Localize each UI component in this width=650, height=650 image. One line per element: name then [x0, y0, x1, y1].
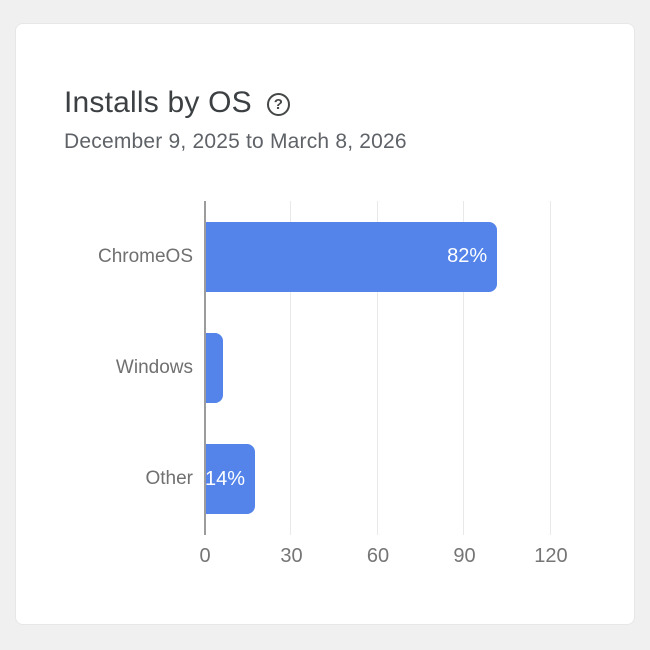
x-axis: 0 30 60 90 120 — [199, 535, 606, 579]
bar-windows[interactable] — [206, 333, 224, 403]
category-label: ChromeOS — [97, 245, 193, 267]
installs-by-os-chart: ChromeOS Windows Other 82% 14% 0 30 60 90 120 — [16, 201, 634, 591]
x-tick-label: 0 — [199, 545, 211, 567]
plot-area: 82% 14% — [204, 201, 606, 535]
gridline — [549, 201, 551, 535]
gridline — [376, 201, 378, 535]
date-range: December 9, 2025 to March 8, 2026 — [64, 130, 407, 153]
bar-chromeos[interactable]: 82% — [206, 221, 498, 292]
installs-by-os-card: Installs by OS ? December 9, 2025 to Mar… — [15, 23, 635, 625]
x-tick-label: 30 — [280, 545, 303, 567]
help-icon[interactable]: ? — [266, 92, 290, 116]
bar-value-label: 82% — [447, 245, 488, 268]
gridline — [463, 201, 465, 535]
card-title: Installs by OS — [64, 86, 252, 119]
y-axis-line — [204, 201, 206, 535]
x-tick-label: 60 — [366, 545, 390, 567]
gridline — [290, 201, 292, 535]
category-label: Windows — [115, 356, 193, 378]
card-header: Installs by OS ? — [64, 86, 290, 120]
x-tick-label: 90 — [453, 545, 476, 567]
bar-value-label: 14% — [206, 467, 246, 490]
x-tick-label: 120 — [534, 545, 568, 567]
category-labels: ChromeOS Windows Other — [16, 201, 193, 535]
bar-other[interactable]: 14% — [206, 444, 256, 515]
category-label: Other — [145, 468, 193, 490]
